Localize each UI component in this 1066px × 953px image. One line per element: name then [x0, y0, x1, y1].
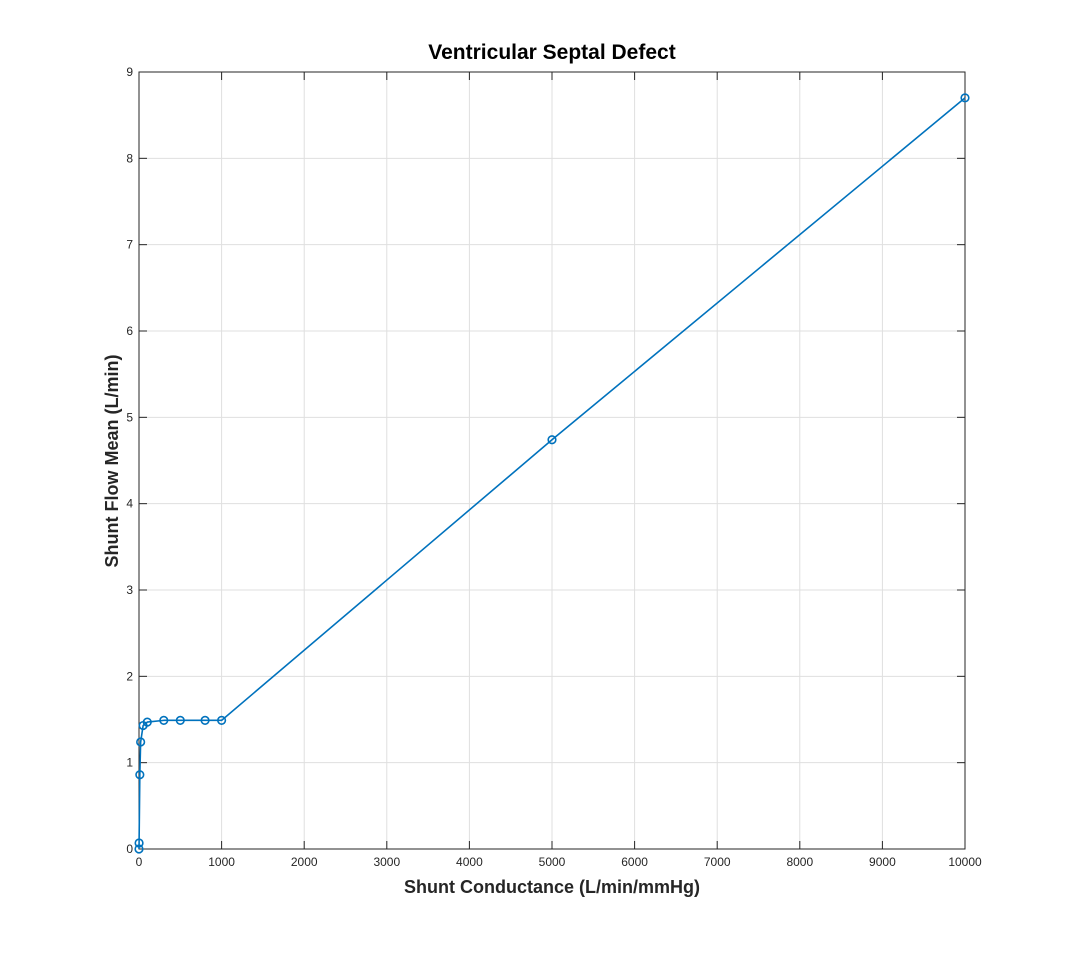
data-point-marker	[547, 435, 557, 445]
data-point-marker	[136, 737, 146, 747]
x-tick-label: 1000	[208, 855, 235, 869]
x-tick-label: 6000	[621, 855, 648, 869]
x-tick-label: 9000	[869, 855, 896, 869]
data-point-marker	[135, 770, 145, 780]
y-tick-labels: 0 1 2 3 4 5 6 7 8 9	[126, 65, 133, 856]
y-tick-label: 5	[126, 410, 133, 424]
x-tick-label: 7000	[704, 855, 731, 869]
y-tick-label: 2	[126, 669, 133, 683]
data-point-marker	[134, 844, 144, 854]
x-axis-label: Shunt Conductance (L/min/mmHg)	[404, 877, 700, 897]
y-tick-label: 9	[126, 65, 133, 79]
x-tick-label: 8000	[786, 855, 813, 869]
x-tick-label: 0	[136, 855, 143, 869]
x-tick-labels: 0 1000 2000 3000 4000 5000 6000 7000 8000 9000 100…	[136, 855, 982, 869]
data-point-marker	[175, 715, 185, 725]
data-point-marker	[142, 717, 152, 727]
data-point-marker	[200, 715, 210, 725]
y-tick-label: 7	[126, 238, 133, 252]
chart-title: Ventricular Septal Defect	[428, 41, 675, 64]
y-tick-label: 4	[126, 497, 133, 511]
data-point-marker	[960, 93, 970, 103]
x-tick-label: 10000	[948, 855, 982, 869]
y-tick-label: 8	[126, 151, 133, 165]
data-point-marker	[159, 715, 169, 725]
y-tick-label: 3	[126, 583, 133, 597]
y-axis-label: Shunt Flow Mean (L/min)	[102, 355, 122, 568]
data-point-marker	[217, 715, 227, 725]
data-point-marker	[134, 838, 144, 848]
series-line	[138, 97, 966, 850]
data-series	[134, 93, 970, 854]
y-tick-label: 6	[126, 324, 133, 338]
x-tick-label: 3000	[373, 855, 400, 869]
y-tick-label: 1	[126, 756, 133, 770]
x-tick-label: 5000	[539, 855, 566, 869]
y-tick-label: 0	[126, 842, 133, 856]
x-tick-label: 4000	[456, 855, 483, 869]
x-tick-label: 2000	[291, 855, 318, 869]
